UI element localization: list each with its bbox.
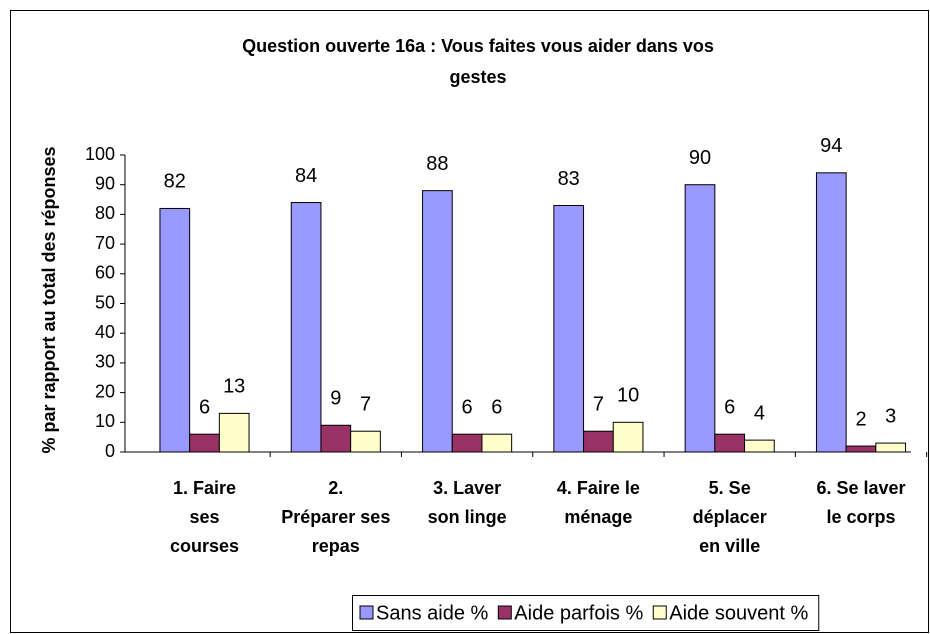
bar <box>320 424 352 453</box>
bar <box>350 430 381 453</box>
bar <box>553 204 585 453</box>
y-tick-label: 60 <box>95 263 115 283</box>
value-label: 9 <box>330 388 341 410</box>
x-tick-label: 6. Se laver le corps <box>816 478 905 527</box>
value-label: 3 <box>885 405 896 427</box>
y-tick-label: 90 <box>95 173 115 193</box>
y-tick-label: 20 <box>95 381 115 401</box>
bar <box>714 433 746 453</box>
value-label: 10 <box>617 385 639 407</box>
y-tick-label: 70 <box>95 233 115 253</box>
y-tick-label: 40 <box>95 322 115 342</box>
y-axis-label: % par rapport au total des réponses <box>39 146 59 453</box>
chart-border <box>10 10 929 633</box>
value-label: 84 <box>295 165 317 187</box>
value-label: 7 <box>593 393 604 415</box>
bar <box>612 421 644 453</box>
value-label: 6 <box>462 396 473 418</box>
value-label: 82 <box>164 171 186 193</box>
chart-title: Question ouverte 16a : Vous faites vous … <box>242 36 714 87</box>
bar <box>744 439 775 453</box>
x-tick-label: 1. Faire ses courses <box>170 478 239 556</box>
value-label: 13 <box>223 376 245 398</box>
y-tick-label: 80 <box>95 203 115 223</box>
legend-swatch <box>359 605 374 620</box>
legend-label: Aide souvent % <box>669 602 808 624</box>
y-tick-label: 10 <box>95 411 115 431</box>
x-tick-label: 2. Préparer ses repas <box>281 478 390 556</box>
bar <box>159 207 191 453</box>
value-label: 6 <box>724 396 735 418</box>
bar <box>422 190 453 453</box>
value-label: 6 <box>199 396 210 418</box>
value-label: 6 <box>491 396 502 418</box>
legend <box>352 595 820 631</box>
legend-label: Aide parfois % <box>514 602 643 624</box>
value-label: 7 <box>360 393 371 415</box>
bar <box>481 433 513 453</box>
bar <box>583 430 614 453</box>
value-label: 2 <box>855 408 866 430</box>
bar <box>875 442 907 453</box>
bar <box>845 445 877 453</box>
y-tick-label: 0 <box>105 441 115 461</box>
y-tick-label: 100 <box>85 144 115 164</box>
y-tick-label: 50 <box>95 292 115 312</box>
value-label: 94 <box>820 135 842 157</box>
value-label: 90 <box>689 147 711 169</box>
legend-swatch <box>497 605 512 620</box>
bar <box>451 433 483 453</box>
bar <box>189 433 220 453</box>
bar <box>218 412 250 453</box>
legend-swatch <box>652 605 667 620</box>
y-tick-label: 30 <box>95 352 115 372</box>
x-tick-label: 4. Faire le ménage <box>557 478 640 527</box>
bar <box>815 172 847 453</box>
bar <box>290 202 322 453</box>
value-label: 83 <box>558 168 580 190</box>
x-tick-label: 3. Laver son linge <box>428 478 507 527</box>
legend-label: Sans aide % <box>376 602 489 624</box>
bar <box>684 184 716 453</box>
value-label: 88 <box>426 153 448 175</box>
value-label: 4 <box>754 402 765 424</box>
x-tick-label: 5. Se déplacer en ville <box>693 478 767 556</box>
